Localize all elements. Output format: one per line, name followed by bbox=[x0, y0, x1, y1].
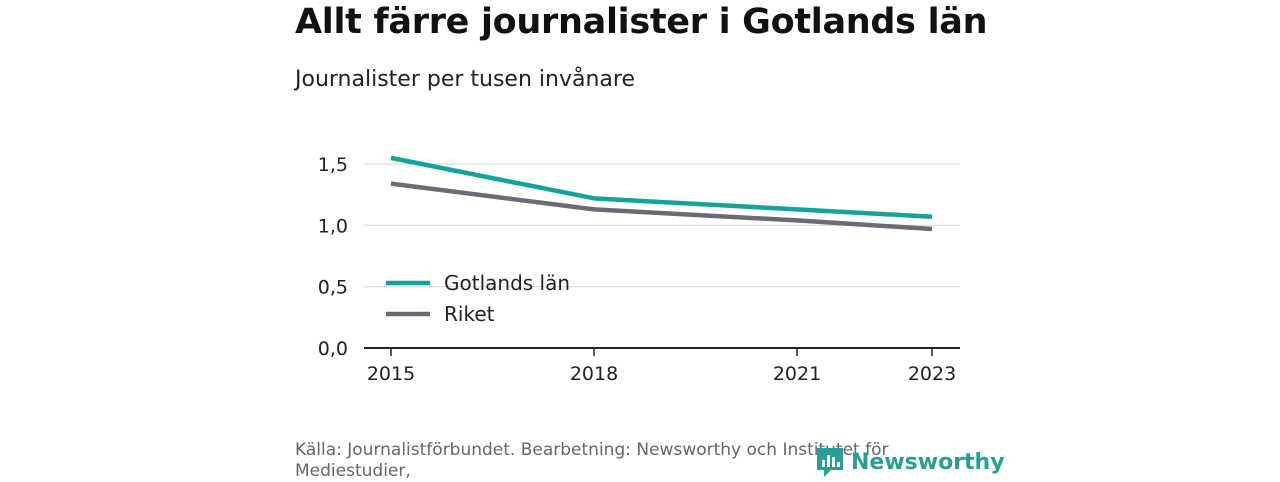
legend-label: Riket bbox=[444, 302, 495, 326]
newsworthy-logo: Newsworthy bbox=[815, 446, 1005, 478]
source-note: Källa: Journalistförbundet. Bearbetning:… bbox=[295, 440, 889, 481]
legend-label: Gotlands län bbox=[444, 271, 570, 295]
x-tick-label: 2023 bbox=[908, 363, 956, 385]
x-tick-label: 2018 bbox=[570, 363, 618, 385]
chart-title: Allt färre journalister i Gotlands län bbox=[295, 2, 988, 42]
series-line-riket bbox=[390, 181, 933, 232]
y-tick-label: 1,5 bbox=[318, 154, 348, 176]
x-tick-label: 2015 bbox=[367, 363, 415, 385]
y-tick-label: 1,0 bbox=[318, 215, 348, 237]
newsworthy-logo-icon bbox=[817, 448, 843, 477]
x-tick-label: 2021 bbox=[773, 363, 821, 385]
series-line-gotlands-län bbox=[390, 155, 933, 219]
newsworthy-logo-text: Newsworthy bbox=[851, 449, 1005, 475]
chart-subtitle: Journalister per tusen invånare bbox=[295, 67, 635, 92]
y-tick-label: 0,0 bbox=[318, 338, 348, 360]
y-tick-label: 0,5 bbox=[318, 277, 348, 299]
